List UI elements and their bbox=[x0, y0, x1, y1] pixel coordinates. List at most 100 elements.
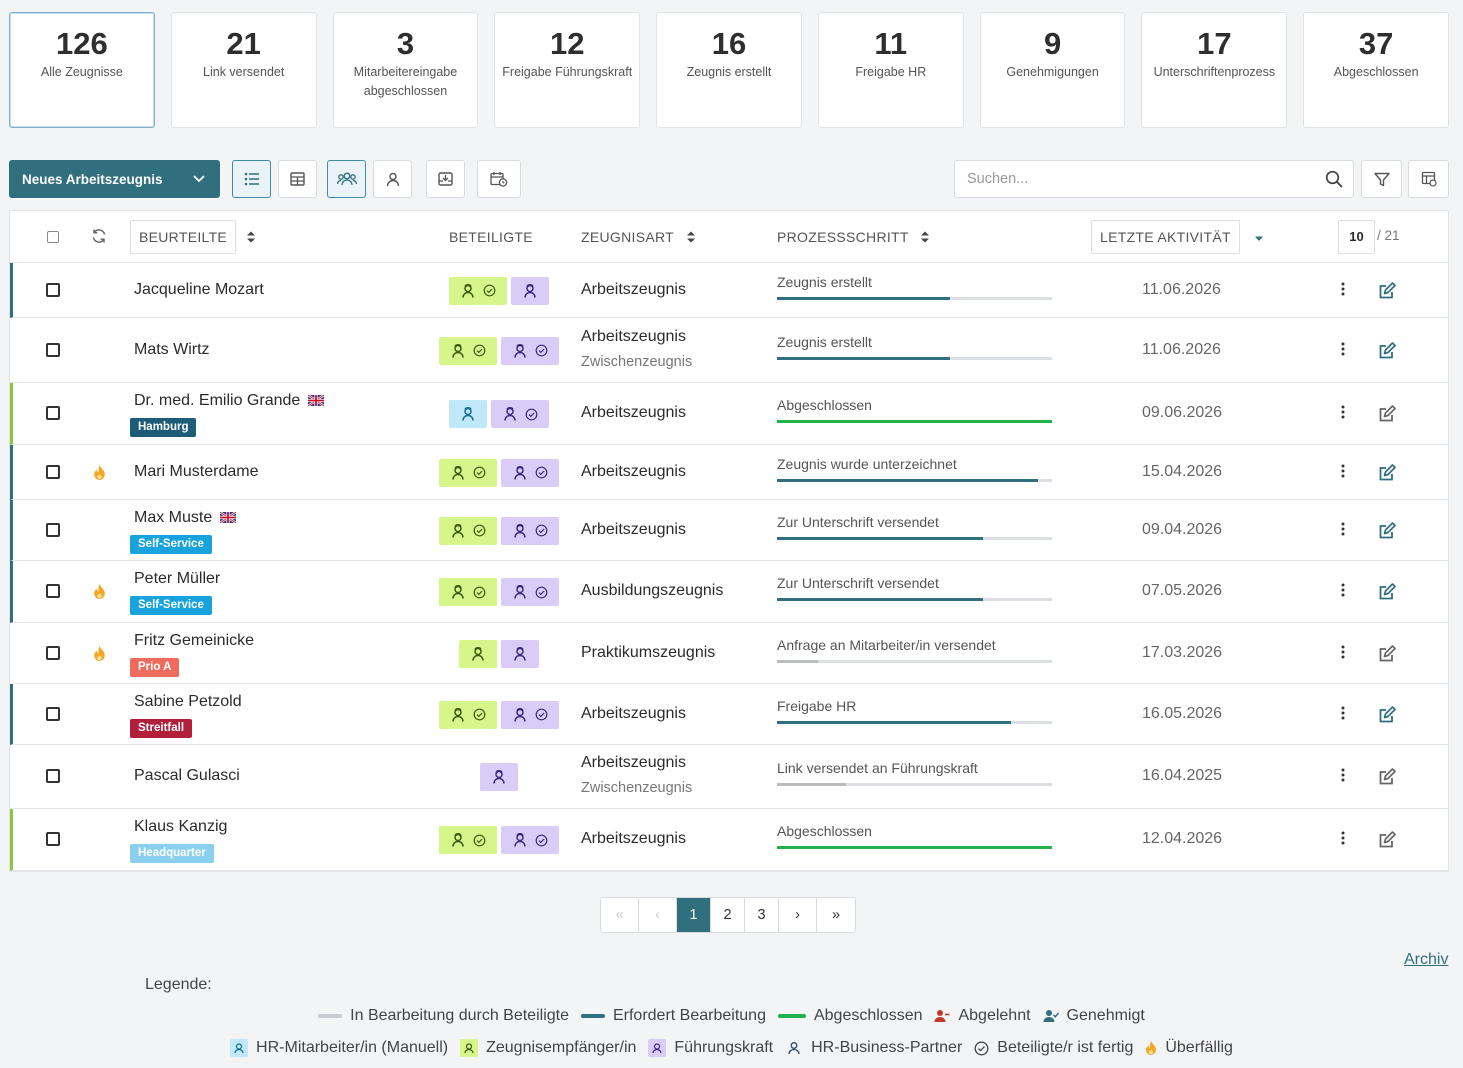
new-zeugnis-button[interactable]: Neues Arbeitszeugnis bbox=[9, 160, 220, 198]
sort-icon[interactable] bbox=[920, 230, 930, 244]
page-size-input[interactable]: 10 bbox=[1338, 220, 1375, 254]
row-checkbox[interactable] bbox=[46, 832, 60, 846]
card-genehmigungen[interactable]: 9 Genehmigungen bbox=[979, 12, 1126, 128]
manager-status-pill[interactable] bbox=[501, 700, 559, 729]
recipient-status-pill[interactable] bbox=[439, 336, 497, 365]
card-mitarbeitereingabe[interactable]: 3 Mitarbeitereingabe abgeschlossen bbox=[332, 12, 479, 128]
more-vertical-icon[interactable] bbox=[1341, 831, 1345, 845]
sort-letzte-aktivitaet-button[interactable]: LETZTE AKTIVITÄT bbox=[1091, 220, 1240, 254]
employee-name[interactable]: Mari Musterdame bbox=[134, 463, 258, 481]
row-checkbox[interactable] bbox=[46, 522, 60, 537]
search-input[interactable] bbox=[955, 161, 1295, 197]
prev-page-button[interactable]: ‹ bbox=[639, 898, 677, 932]
select-all-checkbox[interactable] bbox=[47, 231, 59, 243]
more-vertical-icon[interactable] bbox=[1341, 522, 1345, 536]
recipient-status-pill[interactable] bbox=[449, 276, 507, 305]
card-abgeschlossen[interactable]: 37 Abgeschlossen bbox=[1303, 12, 1450, 128]
row-checkbox[interactable] bbox=[46, 342, 60, 357]
recipient-status-pill[interactable] bbox=[439, 826, 497, 854]
download-button[interactable] bbox=[426, 160, 465, 198]
next-page-button[interactable]: › bbox=[779, 898, 817, 932]
recipient-status-pill[interactable] bbox=[439, 578, 497, 606]
manager-status-pill[interactable] bbox=[491, 400, 549, 428]
more-vertical-icon[interactable] bbox=[1341, 768, 1345, 782]
edit-icon[interactable] bbox=[1378, 341, 1396, 360]
manager-status-pill[interactable] bbox=[511, 276, 549, 305]
more-vertical-icon[interactable] bbox=[1341, 342, 1345, 356]
manager-status-pill[interactable] bbox=[501, 516, 559, 545]
more-vertical-icon[interactable] bbox=[1341, 645, 1345, 659]
row-checkbox[interactable] bbox=[46, 769, 60, 783]
table-row[interactable]: Dr. med. Emilio Grande Hamburg Arbeitsze… bbox=[10, 383, 1448, 445]
more-vertical-icon[interactable] bbox=[1341, 282, 1345, 296]
table-view-button[interactable] bbox=[278, 160, 317, 198]
card-freigabe-hr[interactable]: 11 Freigabe HR bbox=[817, 12, 964, 128]
recipient-status-pill[interactable] bbox=[439, 516, 497, 545]
card-zeugnis-erstellt[interactable]: 16 Zeugnis erstellt bbox=[656, 12, 802, 128]
page-2-button[interactable]: 2 bbox=[711, 898, 745, 932]
employee-name[interactable]: Fritz Gemeinicke bbox=[134, 632, 254, 650]
team-filter-button[interactable] bbox=[327, 160, 366, 198]
sort-icon[interactable] bbox=[246, 230, 256, 244]
more-vertical-icon[interactable] bbox=[1341, 405, 1345, 419]
column-settings-button[interactable] bbox=[1408, 160, 1449, 198]
recipient-status-pill[interactable] bbox=[439, 700, 497, 729]
edit-icon[interactable] bbox=[1378, 705, 1396, 724]
employee-name[interactable]: Klaus Kanzig bbox=[134, 818, 227, 836]
employee-name[interactable]: Pascal Gulasci bbox=[134, 767, 240, 785]
search-icon[interactable] bbox=[1325, 170, 1343, 188]
edit-icon[interactable] bbox=[1378, 463, 1396, 482]
manager-status-pill[interactable] bbox=[480, 763, 518, 791]
table-row[interactable]: Sabine Petzold Streitfall Arbeitszeugnis… bbox=[10, 684, 1448, 745]
refresh-icon[interactable] bbox=[91, 228, 107, 244]
table-row[interactable]: Jacqueline Mozart Arbeitszeugnis Zeugnis… bbox=[10, 263, 1448, 318]
employee-name[interactable]: Dr. med. Emilio Grande bbox=[134, 392, 325, 410]
table-row[interactable]: Klaus Kanzig Headquarter Arbeitszeugnis … bbox=[10, 809, 1448, 871]
manager-status-pill[interactable] bbox=[501, 336, 559, 365]
edit-icon[interactable] bbox=[1378, 521, 1396, 540]
row-checkbox[interactable] bbox=[46, 282, 60, 297]
manager-status-pill[interactable] bbox=[501, 826, 559, 854]
sort-icon[interactable] bbox=[686, 230, 696, 244]
edit-icon[interactable] bbox=[1378, 281, 1396, 300]
header-zeugnisart[interactable]: ZEUGNISART bbox=[581, 229, 674, 245]
edit-icon[interactable] bbox=[1378, 583, 1396, 601]
row-checkbox[interactable] bbox=[46, 406, 60, 420]
employee-name[interactable]: Sabine Petzold bbox=[134, 693, 242, 711]
edit-icon[interactable] bbox=[1378, 644, 1396, 663]
manager-status-pill[interactable] bbox=[501, 578, 559, 606]
filter-button[interactable] bbox=[1361, 160, 1402, 198]
employee-name[interactable]: Jacqueline Mozart bbox=[134, 281, 264, 299]
archiv-link[interactable]: Archiv bbox=[1404, 951, 1449, 968]
table-row[interactable]: Pascal Gulasci Arbeitszeugnis Zwischenze… bbox=[10, 745, 1448, 809]
hr-manual-status-pill[interactable] bbox=[449, 400, 487, 428]
row-checkbox[interactable] bbox=[46, 645, 60, 660]
edit-icon[interactable] bbox=[1378, 768, 1396, 786]
table-row[interactable]: Mari Musterdame Arbeitszeugnis Zeugnis w… bbox=[10, 445, 1448, 500]
table-row[interactable]: Max Muste Self-Service Arbeitszeugnis Zu… bbox=[10, 500, 1448, 561]
more-vertical-icon[interactable] bbox=[1341, 706, 1345, 720]
edit-icon[interactable] bbox=[1378, 405, 1396, 423]
table-row[interactable]: Peter Müller Self-Service Ausbildungszeu… bbox=[10, 561, 1448, 623]
more-vertical-icon[interactable] bbox=[1341, 583, 1345, 597]
row-checkbox[interactable] bbox=[46, 706, 60, 721]
employee-name[interactable]: Mats Wirtz bbox=[134, 341, 210, 359]
card-freigabe-fuehrungskraft[interactable]: 12 Freigabe Führungskraft bbox=[494, 12, 641, 128]
page-3-button[interactable]: 3 bbox=[745, 898, 779, 932]
employee-name[interactable]: Max Muste bbox=[134, 509, 237, 527]
table-row[interactable]: Fritz Gemeinicke Prio A Praktikumszeugni… bbox=[10, 623, 1448, 684]
sort-beurteilte-button[interactable]: BEURTEILTE bbox=[130, 220, 237, 254]
recipient-status-pill[interactable] bbox=[439, 458, 497, 487]
header-prozessschritt[interactable]: PROZESSSCHRITT bbox=[777, 229, 909, 245]
table-row[interactable]: Mats Wirtz Arbeitszeugnis Zwischenzeugni… bbox=[10, 318, 1448, 383]
edit-icon[interactable] bbox=[1378, 831, 1396, 849]
sort-desc-icon[interactable] bbox=[1254, 235, 1264, 243]
card-link-versendet[interactable]: 21 Link versendet bbox=[170, 12, 317, 128]
employee-name[interactable]: Peter Müller bbox=[134, 570, 220, 588]
manager-status-pill[interactable] bbox=[501, 639, 539, 668]
card-unterschriftenprozess[interactable]: 17 Unterschriftenprozess bbox=[1141, 12, 1288, 128]
row-checkbox[interactable] bbox=[46, 584, 60, 598]
more-vertical-icon[interactable] bbox=[1341, 464, 1345, 478]
row-checkbox[interactable] bbox=[46, 464, 60, 479]
list-view-button[interactable] bbox=[232, 160, 271, 198]
